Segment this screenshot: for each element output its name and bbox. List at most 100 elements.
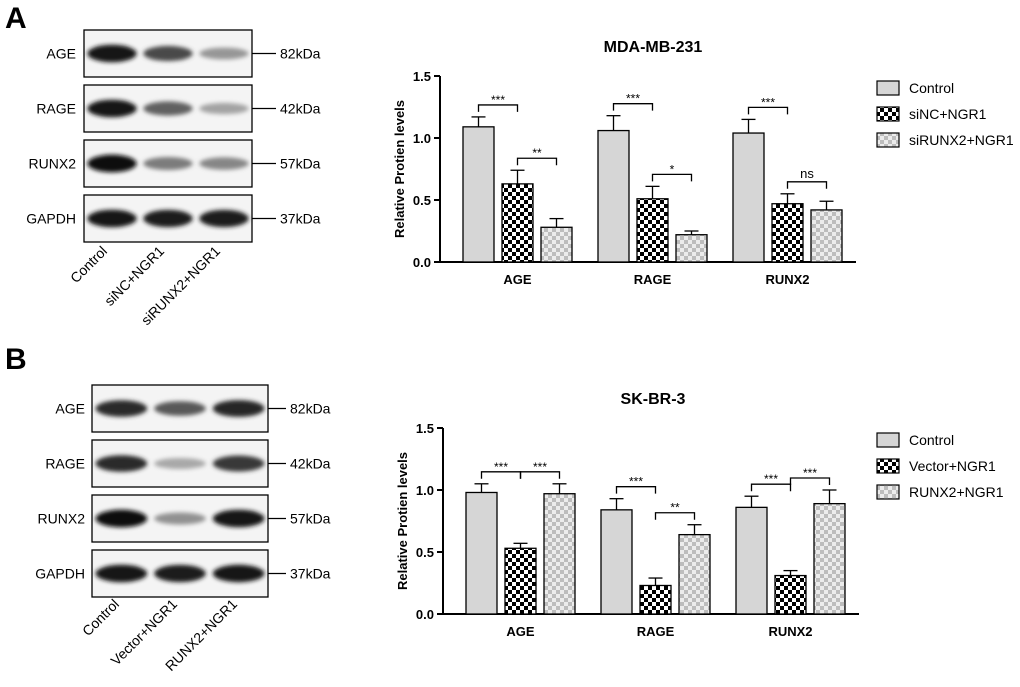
significance-bracket [747,106,789,115]
x-tick-label: RUNX2 [768,624,812,639]
protein-label: RUNX2 [29,156,77,172]
bar [600,509,633,615]
blot-band [212,509,265,528]
y-tick-label: 0.0 [416,607,434,622]
lane-label: Control [67,243,110,286]
significance-bracket [477,104,519,112]
blot-band [143,157,193,170]
legend-swatch [876,484,900,500]
y-tick-label: 0.0 [413,255,431,270]
blot-band [154,458,206,469]
blot-band [199,157,249,170]
y-axis-label: Relative Protien levels [395,452,410,590]
blot-band [87,209,137,228]
bar [678,533,711,615]
legend-label: Control [909,80,954,96]
legend-label: siNC+NGR1 [909,106,987,122]
bar [462,126,495,263]
significance-bracket [750,483,792,492]
blot-band [143,209,193,228]
significance-bracket [612,103,654,111]
y-tick-label: 1.0 [416,483,434,498]
size-label: 37kDa [290,566,331,582]
protein-label: GAPDH [35,566,85,582]
y-tick-label: 1.5 [413,69,431,84]
y-tick-label: 1.5 [416,421,434,436]
panel-letter-b: B [5,343,27,376]
western-blot-b: AGE 82kDa RAGE 42kDa RUNX2 57kDa GAPDH 37kDa Con… [35,384,331,674]
blot-band [95,455,148,472]
x-tick-label: AGE [506,624,535,639]
blot-band [154,512,206,525]
blot-band [212,455,265,472]
bar [735,506,768,615]
protein-label: RAGE [36,101,76,117]
size-label: 82kDa [280,46,321,62]
bar-chart-mda-mb-231: MDA-MB-231 0.0 0.5 1.0 1.5 Relative Protien l… [392,39,1014,287]
bar [639,584,672,615]
blot-band [95,564,148,583]
size-label: 57kDa [280,156,321,172]
blot-band [143,45,193,62]
blot-band [87,154,137,173]
significance-label: *** [764,472,778,486]
protein-label: RUNX2 [38,511,86,527]
legend-swatch [876,432,900,448]
significance-label: * [670,162,675,176]
size-label: 42kDa [290,456,331,472]
legend-label: Vector+NGR1 [909,458,996,474]
significance-bracket [651,173,693,182]
legend-label: RUNX2+NGR1 [909,484,1004,500]
bar [501,183,534,263]
legend-swatch [876,106,900,122]
blot-band [87,99,137,118]
legend-label: Control [909,432,954,448]
y-tick-label: 0.5 [413,193,431,208]
significance-label: *** [761,95,775,109]
significance-bracket [789,477,831,485]
x-tick-label: AGE [503,272,532,287]
significance-label: ** [670,501,680,515]
bar [465,491,498,615]
legend-swatch [876,132,900,148]
bar [504,547,537,615]
bar [771,203,804,263]
y-tick-label: 0.5 [416,545,434,560]
significance-label: *** [626,92,640,106]
blot-band [95,509,148,528]
blot-band [154,564,206,583]
bar [810,209,843,263]
x-tick-label: RAGE [634,272,672,287]
size-label: 37kDa [280,211,321,227]
bar [675,234,708,263]
protein-label: AGE [46,46,76,62]
bar [774,574,807,615]
lane-label: Control [79,596,122,639]
blot-band [143,101,193,116]
blot-band [212,400,265,417]
blot-band [199,102,249,115]
protein-label: RAGE [45,456,85,472]
size-label: 82kDa [290,401,331,417]
significance-bracket [615,486,657,494]
significance-bracket [516,157,558,166]
significance-label: *** [494,460,508,474]
blot-band [154,401,206,416]
x-tick-label: RUNX2 [765,272,809,287]
size-label: 57kDa [290,511,331,527]
significance-bracket [654,512,696,520]
blot-band [212,564,265,583]
bar [597,129,630,263]
bar [543,493,576,615]
x-tick-label: RAGE [637,624,675,639]
protein-label: GAPDH [26,211,76,227]
significance-label: *** [491,93,505,107]
bar [732,132,765,263]
blot-band [95,400,148,417]
bar [636,198,669,263]
y-tick-label: 1.0 [413,131,431,146]
size-label: 42kDa [280,101,321,117]
y-axis-label: Relative Protien levels [392,100,407,238]
legend-swatch [876,458,900,474]
significance-bracket [786,181,828,189]
